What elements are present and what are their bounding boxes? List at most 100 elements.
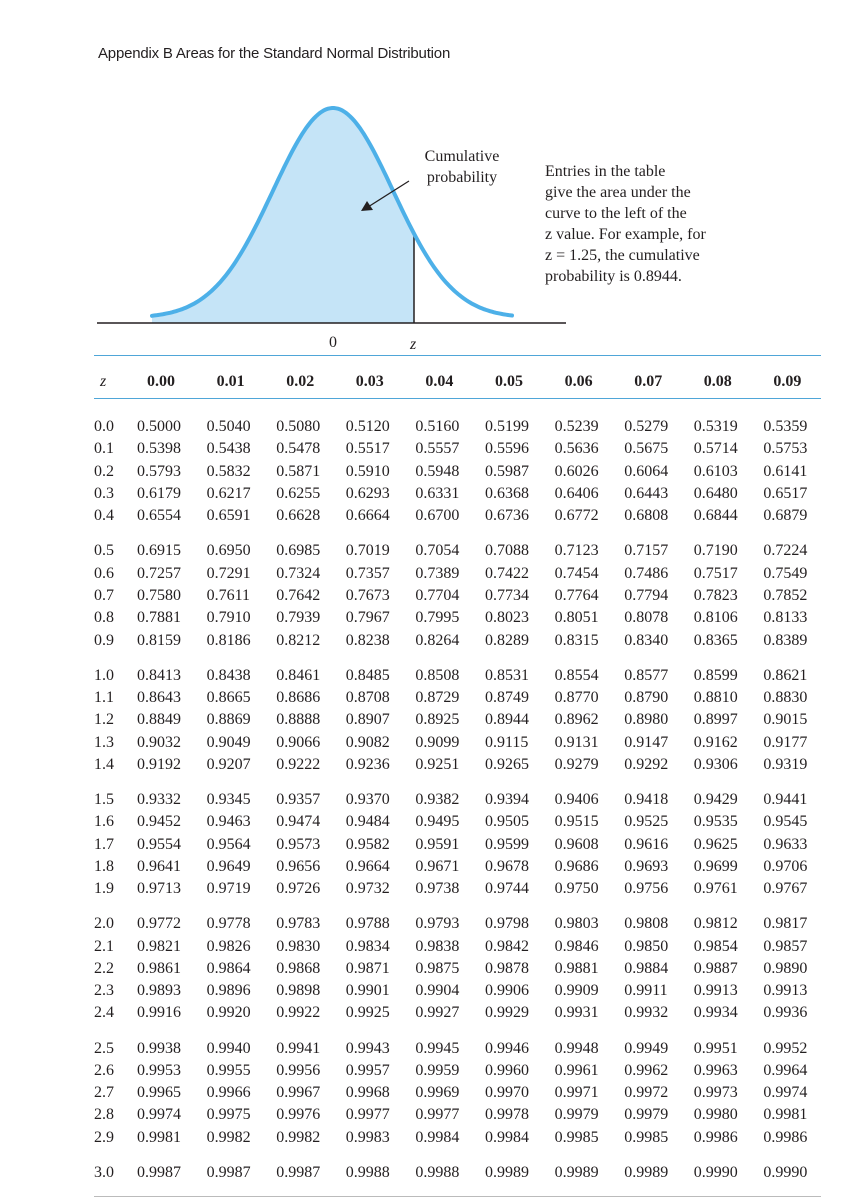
table-cell: 0.9906: [485, 982, 529, 1000]
table-cell: 0.8729: [415, 688, 460, 706]
table-cell: 0.9980: [693, 1106, 738, 1124]
table-cell: 0.9986: [763, 1128, 808, 1146]
table-cell: 0.9927: [415, 1004, 460, 1022]
table-cell: 0.9981: [137, 1128, 181, 1146]
table-cell: 0.7357: [345, 564, 390, 582]
table-cell: 0.9955: [206, 1061, 251, 1079]
table-cell: 0.8621: [763, 666, 808, 684]
table-cell: 0.6217: [206, 484, 251, 502]
table-cell: 0.9977: [415, 1106, 460, 1124]
table-cell: 0.9463: [206, 813, 251, 831]
table-cell: 0.6255: [276, 484, 321, 502]
axis-label-z: z: [410, 336, 417, 353]
z-value: 0.8: [94, 609, 114, 627]
table-cell: 0.8665: [206, 688, 251, 706]
table-cell: 0.5714: [693, 440, 738, 458]
table-cell: 0.7422: [485, 564, 529, 582]
table-cell: 0.9979: [624, 1106, 669, 1124]
table-row: 1.4 0.9192 0.9207 0.9222 0.9236 0.9251 0.9265 0…: [0, 756, 866, 778]
table-cell: 0.5000: [137, 418, 181, 435]
table-row: 1.8 0.9641 0.9649 0.9656 0.9664 0.9671 0.9678 0…: [0, 858, 866, 880]
table-cell: 0.8554: [554, 666, 599, 684]
table-cell: 0.9406: [554, 790, 599, 808]
table-cell: 0.9525: [624, 813, 669, 831]
table-cell: 0.9875: [415, 959, 460, 977]
z-value: 0.3: [94, 484, 114, 502]
table-cell: 0.7673: [345, 586, 390, 604]
table-cell: 0.5596: [485, 440, 529, 458]
table-cell: 0.9868: [276, 959, 321, 977]
table-cell: 0.9861: [137, 959, 181, 977]
table-cell: 0.7324: [276, 564, 321, 582]
table-cell: 0.5517: [345, 440, 390, 458]
table-cell: 0.9222: [276, 755, 321, 773]
table-cell: 0.9854: [693, 937, 738, 955]
table-cell: 0.9582: [345, 835, 390, 853]
table-cell: 0.9357: [276, 790, 321, 808]
table-cell: 0.9968: [345, 1084, 390, 1102]
table-cell: 0.8264: [415, 631, 460, 649]
table-cell: 0.5557: [415, 440, 460, 458]
z-value: 1.9: [94, 880, 114, 898]
z-value: 1.1: [94, 688, 114, 706]
table-cell: 0.9890: [763, 959, 808, 977]
note-line: z value. For example, for: [545, 226, 706, 243]
table-cell: 0.9988: [415, 1163, 460, 1181]
table-cell: 0.7642: [276, 586, 321, 604]
table-cell: 0.7224: [763, 542, 808, 560]
table-cell: 0.7734: [485, 586, 529, 604]
table-cell: 0.9793: [415, 915, 460, 933]
table-cell: 0.5793: [137, 462, 181, 480]
table-cell: 0.9983: [345, 1128, 390, 1146]
table-cell: 0.9953: [137, 1061, 181, 1079]
table-cell: 0.9850: [624, 937, 669, 955]
column-header: 0.02: [286, 373, 315, 390]
table-cell: 0.9936: [763, 1004, 808, 1022]
callout-arrow: [367, 180, 410, 208]
table-cell: 0.9964: [763, 1061, 808, 1079]
table-cell: 0.9719: [206, 880, 251, 898]
z-value: 0.1: [94, 440, 114, 458]
table-cell: 0.9772: [137, 915, 181, 933]
table-cell: 0.8907: [345, 711, 390, 729]
table-cell: 0.9633: [763, 835, 808, 853]
table-cell: 0.9573: [276, 835, 321, 853]
table-cell: 0.8289: [485, 631, 529, 649]
z-value: 1.4: [94, 755, 114, 773]
table-row: 0.3 0.6179 0.6217 0.6255 0.6293 0.6331 0.6368 0…: [0, 485, 866, 507]
table-cell: 0.7257: [137, 564, 181, 582]
table-cell: 0.8365: [693, 631, 738, 649]
table-cell: 0.7967: [345, 609, 390, 627]
table-cell: 0.7054: [415, 542, 460, 560]
table-cell: 0.9699: [693, 857, 738, 875]
table-cell: 0.9713: [137, 880, 181, 898]
table-cell: 0.8186: [206, 631, 251, 649]
table-cell: 0.8389: [763, 631, 808, 649]
table-cell: 0.9788: [345, 915, 390, 933]
table-cell: 0.9973: [693, 1084, 738, 1102]
table-row: 0.5 0.6915 0.6950 0.6985 0.7019 0.7054 0.7088 0…: [0, 542, 866, 564]
table-cell: 0.7486: [624, 564, 669, 582]
table-cell: 0.9956: [276, 1061, 321, 1079]
column-header: 0.01: [216, 373, 245, 390]
table-row: 0.7 0.7580 0.7611 0.7642 0.7673 0.7704 0.7734 0…: [0, 587, 866, 609]
table-cell: 0.6664: [345, 507, 390, 525]
column-header: 0.08: [703, 373, 732, 390]
table-row: 2.7 0.9965 0.9966 0.9967 0.9968 0.9969 0.9970 0…: [0, 1084, 866, 1106]
table-cell: 0.8413: [137, 666, 181, 684]
table-row: 0.9 0.8159 0.8186 0.8212 0.8238 0.8264 0.8289 0…: [0, 632, 866, 654]
z-value: 2.7: [94, 1084, 114, 1102]
table-cell: 0.9545: [763, 813, 808, 831]
table-cell: 0.6915: [137, 542, 181, 560]
table-cell: 0.5438: [206, 440, 251, 458]
table-cell: 0.9382: [415, 790, 460, 808]
table-cell: 0.8023: [485, 609, 529, 627]
table-cell: 0.9599: [485, 835, 529, 853]
table-cell: 0.9985: [554, 1128, 599, 1146]
z-value: 1.2: [94, 711, 114, 729]
table-cell: 0.9925: [345, 1004, 390, 1022]
table-cell: 0.8577: [624, 666, 669, 684]
table-cell: 0.9678: [485, 857, 529, 875]
table-cell: 0.9812: [693, 915, 738, 933]
table-cell: 0.9987: [276, 1163, 321, 1181]
